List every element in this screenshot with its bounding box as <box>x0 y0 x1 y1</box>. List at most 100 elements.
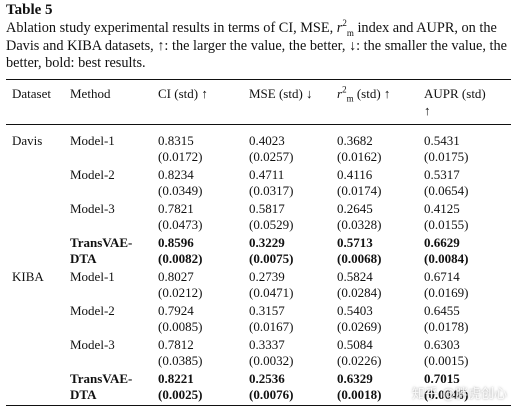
caption-r-superscript: 2 <box>342 18 347 29</box>
mse-value: 0.2739 <box>249 268 285 284</box>
method-cell: Model-2 <box>70 167 158 201</box>
caption-text-post: index and AUPR, on the Davis and KIBA da… <box>6 20 507 72</box>
table-row: Model-3 0.7812 (0.0385) 0.3337 (0.0032) 0.508… <box>6 337 511 371</box>
watermark: 知乎 @胖虎创心 <box>411 387 507 402</box>
table-row: Model-2 0.7924 (0.0085) 0.3157 (0.0167) 0.540… <box>6 303 511 337</box>
method-name-line: Model-2 <box>70 166 115 182</box>
header-mse: MSE (std) ↓ <box>249 85 313 101</box>
aupr-std: (0.0169) <box>424 285 469 301</box>
ci-cell: 0.7821 (0.0473) <box>158 201 249 235</box>
ci-std: (0.0473) <box>158 217 203 233</box>
rm2-value: 0.5403 <box>337 302 373 318</box>
table-row: TransVAE- DTA 0.8596 (0.0082) 0.3229 (0.0075)… <box>6 235 511 269</box>
header-aupr: AUPR (std) ↑ <box>424 80 511 124</box>
mse-std: (0.0257) <box>249 149 294 165</box>
aupr-cell: 0.5317 (0.0654) <box>424 167 511 201</box>
aupr-cell: 0.7015 (0.0046) <box>424 371 511 405</box>
dataset-cell: Davis <box>12 132 43 148</box>
header-r-symbol: r <box>337 85 343 101</box>
mse-std: (0.0167) <box>249 319 294 335</box>
aupr-value: 0.6455 <box>424 302 460 318</box>
mse-value: 0.3229 <box>249 234 285 250</box>
method-cell: Model-1 <box>70 269 158 303</box>
ci-std: (0.0082) <box>158 251 203 267</box>
ci-cell: 0.7924 (0.0085) <box>158 303 249 337</box>
method-name-line: Model-3 <box>70 200 115 216</box>
aupr-std: (0.0175) <box>424 149 469 165</box>
rm2-cell: 0.5824 (0.0284) <box>337 269 424 303</box>
mse-cell: 0.3229 (0.0075) <box>249 235 337 269</box>
table-label: Table 5 <box>6 2 53 18</box>
rm2-value: 0.5713 <box>337 234 373 250</box>
ci-value: 0.8027 <box>158 268 194 284</box>
rm2-std: (0.0068) <box>337 251 382 267</box>
header-r-superscript: 2 <box>342 84 347 95</box>
ci-value: 0.7821 <box>158 200 194 216</box>
header-r-rest: (std) ↑ <box>353 85 391 101</box>
rm2-std: (0.0328) <box>337 217 382 233</box>
mse-std: (0.0317) <box>249 183 294 199</box>
mse-value: 0.3337 <box>249 336 285 352</box>
ci-value: 0.8596 <box>158 234 194 250</box>
table-body: Davis Model-1 0.8315 (0.0172) 0.4023 (0.0257)… <box>6 123 511 406</box>
table-caption: Ablation study experimental results in t… <box>6 18 511 73</box>
mse-value: 0.4023 <box>249 132 285 148</box>
dataset-cell <box>6 303 70 337</box>
rm2-std: (0.0269) <box>337 319 382 335</box>
aupr-value: 0.4125 <box>424 200 460 216</box>
ci-std: (0.0085) <box>158 319 203 335</box>
mse-cell: 0.2536 (0.0076) <box>249 371 337 405</box>
aupr-value: 0.6629 <box>424 234 460 250</box>
ci-std: (0.0212) <box>158 285 203 301</box>
mse-cell: 0.3337 (0.0032) <box>249 337 337 371</box>
rm2-cell: 0.2645 (0.0328) <box>337 201 424 235</box>
rm2-std: (0.0162) <box>337 149 382 165</box>
aupr-std: (0.0015) <box>424 353 469 369</box>
aupr-value: 0.5317 <box>424 166 460 182</box>
dataset-cell <box>6 167 70 201</box>
method-name-line: DTA <box>70 251 97 267</box>
mse-std: (0.0032) <box>249 353 294 369</box>
caption-r-subscript: m <box>346 27 354 38</box>
mse-std: (0.0075) <box>249 251 294 267</box>
ci-cell: 0.8315 (0.0172) <box>158 133 249 167</box>
method-cell: TransVAE- DTA <box>70 371 158 405</box>
method-name-line: Model-1 <box>70 268 115 284</box>
method-name-line: DTA <box>70 387 97 403</box>
ci-cell: 0.8596 (0.0082) <box>158 235 249 269</box>
aupr-cell: 0.5431 (0.0175) <box>424 133 511 167</box>
method-name-line: TransVAE- <box>70 370 133 386</box>
ci-std: (0.0349) <box>158 183 203 199</box>
rm2-cell: 0.5403 (0.0269) <box>337 303 424 337</box>
mse-std: (0.0076) <box>249 387 294 403</box>
rm2-std: (0.0174) <box>337 183 382 199</box>
method-cell: TransVAE- DTA <box>70 235 158 269</box>
method-cell: Model-3 <box>70 337 158 371</box>
header-aupr-arrow: ↑ <box>424 102 431 118</box>
rm2-cell: 0.5084 (0.0226) <box>337 337 424 371</box>
rm2-std: (0.0284) <box>337 285 382 301</box>
dataset-cell <box>6 371 70 405</box>
header-aupr-label: AUPR (std) <box>424 85 486 101</box>
method-name-line: Model-3 <box>70 336 115 352</box>
table-row: Model-3 0.7821 (0.0473) 0.5817 (0.0529) 0.264… <box>6 201 511 235</box>
aupr-cell: 0.4125 (0.0155) <box>424 201 511 235</box>
aupr-value: 0.6303 <box>424 336 460 352</box>
caption-r-symbol: r <box>336 20 343 36</box>
ci-value: 0.7812 <box>158 336 194 352</box>
mse-value: 0.5817 <box>249 200 285 216</box>
table-row: Davis Model-1 0.8315 (0.0172) 0.4023 (0.0257)… <box>6 133 511 167</box>
ci-value: 0.8315 <box>158 132 194 148</box>
bottom-rule-row <box>6 404 511 406</box>
mse-std: (0.0471) <box>249 285 294 301</box>
dataset-cell <box>6 337 70 371</box>
rm2-cell: 0.4116 (0.0174) <box>337 167 424 201</box>
aupr-value: 0.5431 <box>424 132 460 148</box>
mse-std: (0.0529) <box>249 217 294 233</box>
ci-value: 0.7924 <box>158 302 194 318</box>
header-row: Dataset Method CI (std) ↑ MSE (std) ↓ r2… <box>6 80 511 124</box>
ci-value: 0.8234 <box>158 166 194 182</box>
mse-value: 0.2536 <box>249 370 285 386</box>
header-r-subscript: m <box>346 93 354 104</box>
aupr-cell: 0.6629 (0.0084) <box>424 235 511 269</box>
